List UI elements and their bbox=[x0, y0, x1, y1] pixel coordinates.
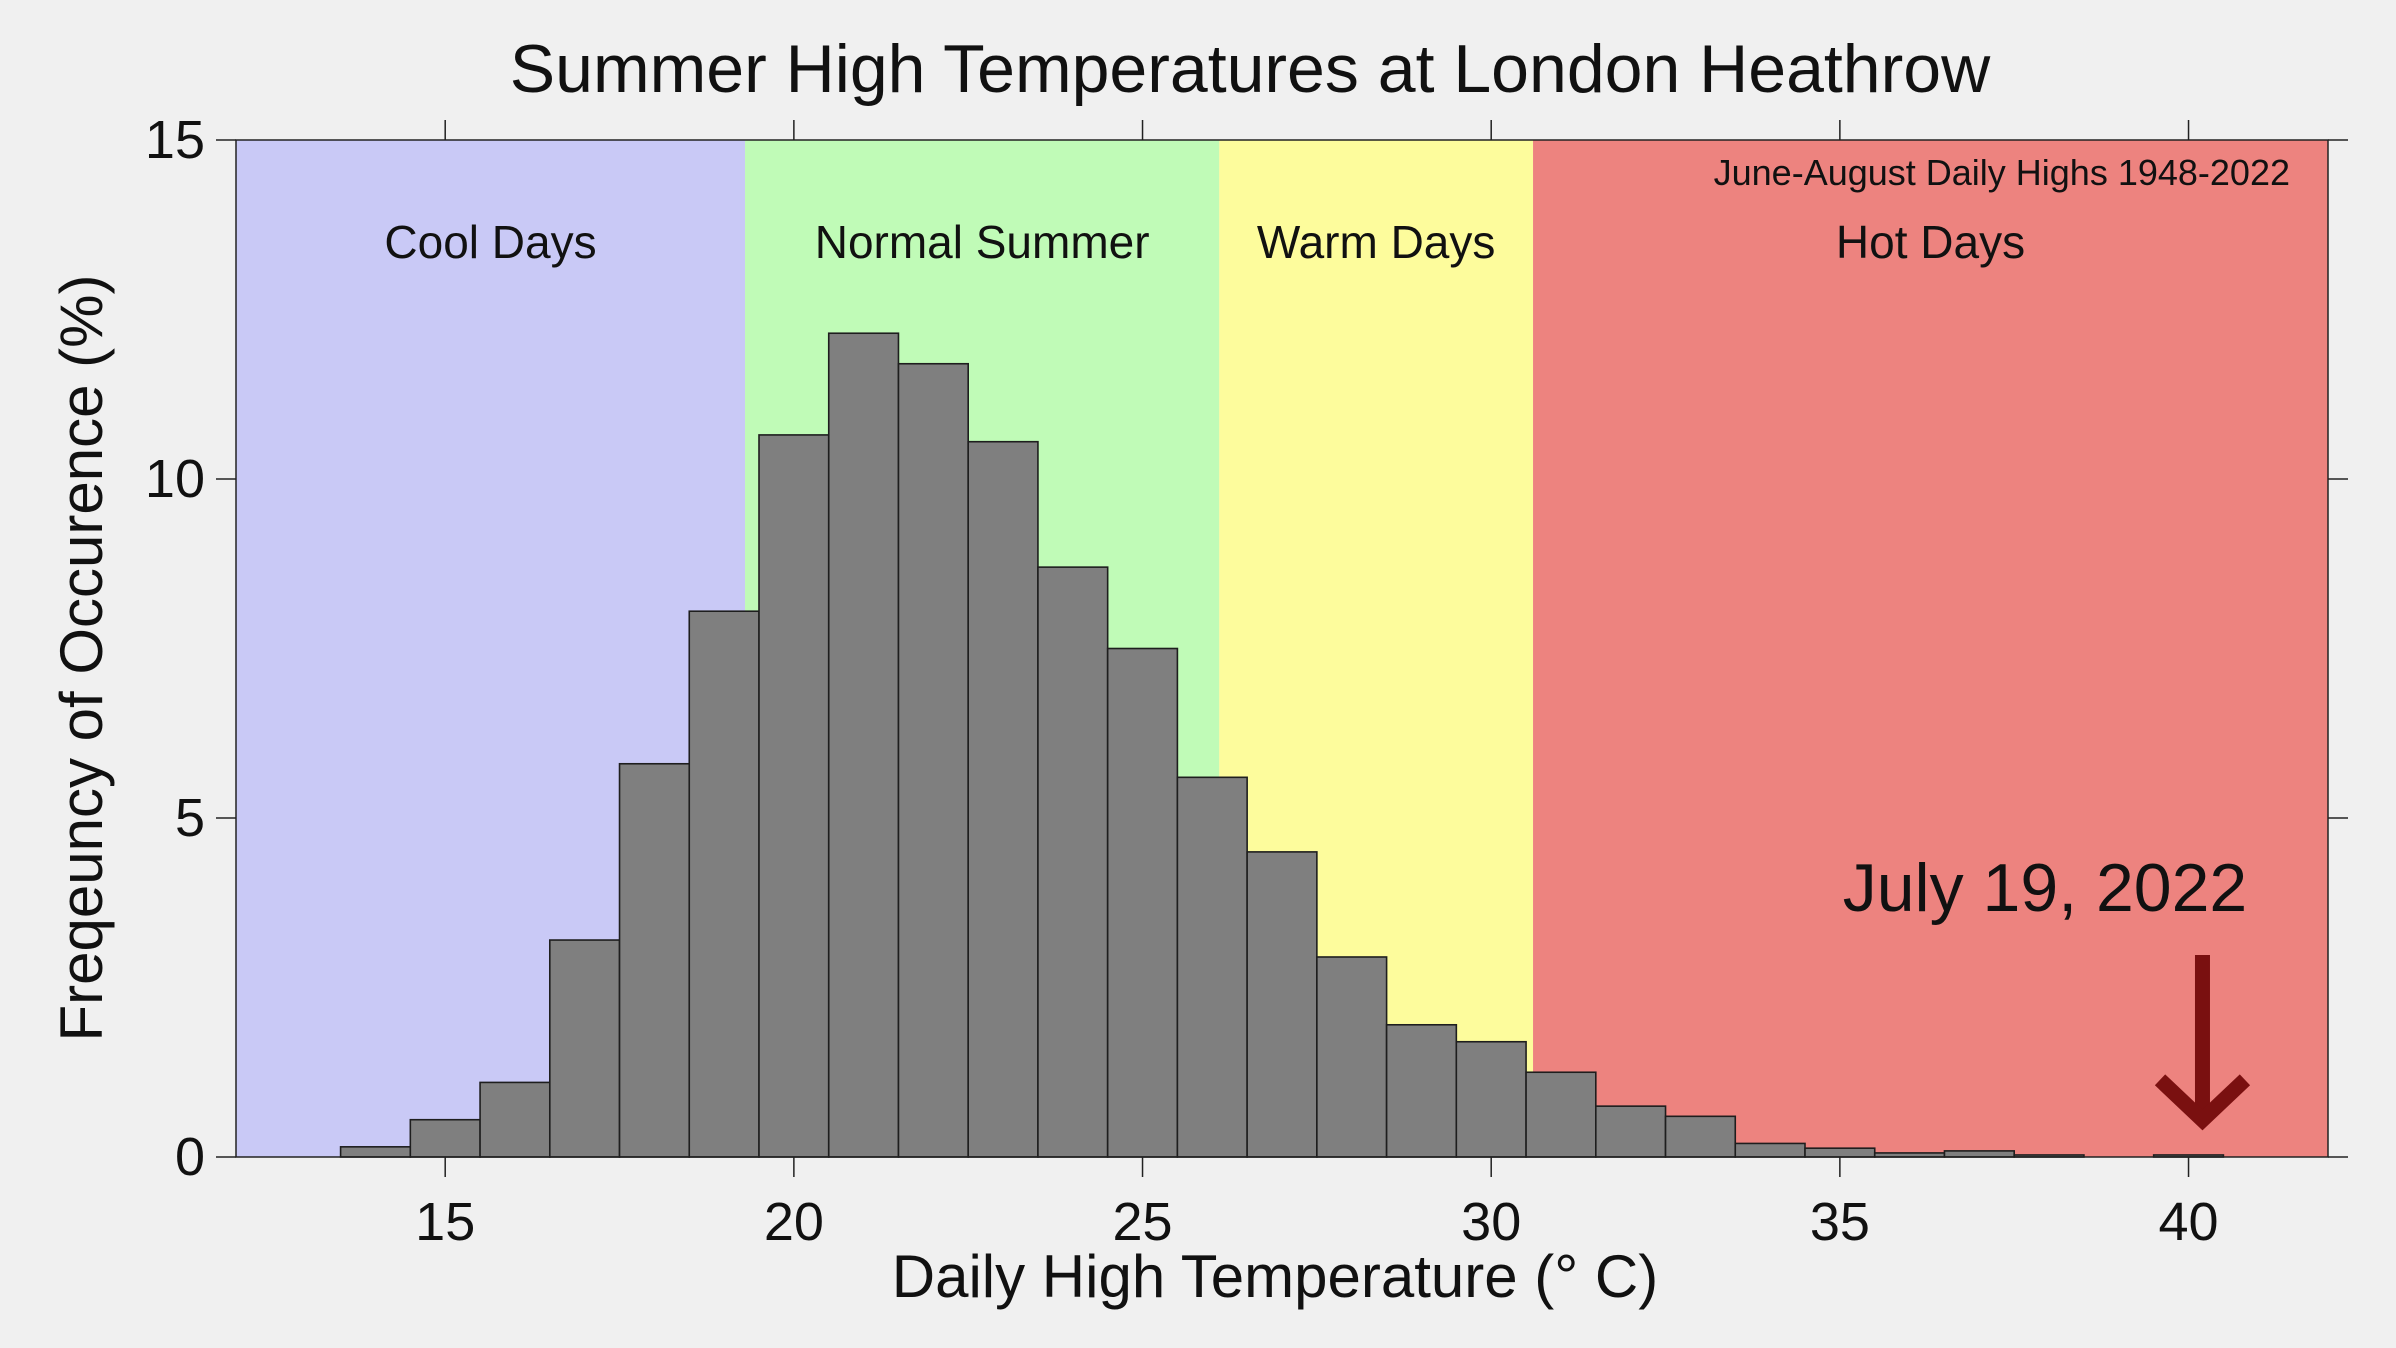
plot-frame bbox=[235, 139, 2329, 1158]
x-tick-label-30: 30 bbox=[1461, 1192, 1521, 1252]
bar-18 bbox=[618, 762, 691, 1158]
bar-27 bbox=[1246, 851, 1318, 1158]
bar-21 bbox=[827, 332, 900, 1158]
bar-33 bbox=[1664, 1115, 1737, 1158]
region-label-normal-summer: Normal Summer bbox=[815, 216, 1150, 268]
x-tick-label-25: 25 bbox=[1112, 1192, 1172, 1252]
bar-34 bbox=[1734, 1142, 1806, 1158]
bar-37 bbox=[1943, 1150, 2016, 1158]
histogram-bars bbox=[339, 332, 2225, 1158]
x-tick-label-40: 40 bbox=[2158, 1192, 2218, 1252]
annotation-label: July 19, 2022 bbox=[1843, 850, 2248, 926]
x-tick-label-20: 20 bbox=[764, 1192, 824, 1252]
region-label-hot-days: Hot Days bbox=[1836, 216, 2025, 268]
region-label-warm-days: Warm Days bbox=[1257, 216, 1496, 268]
bar-23 bbox=[967, 440, 1039, 1158]
y-tick-label-15: 15 bbox=[145, 110, 205, 170]
bar-16 bbox=[479, 1081, 551, 1158]
annotation-arrow bbox=[2154, 955, 2251, 1131]
y-tick-label-5: 5 bbox=[175, 788, 205, 848]
x-tick-label-35: 35 bbox=[1810, 1192, 1870, 1252]
chart-title: Summer High Temperatures at London Heath… bbox=[510, 31, 1991, 107]
bar-24 bbox=[1037, 566, 1109, 1158]
x-tick-label-15: 15 bbox=[415, 1192, 475, 1252]
bar-17 bbox=[548, 939, 621, 1158]
axis-ticks: 15 20 25 30 35 40 0 5 10 15 bbox=[145, 110, 2348, 1252]
x-axis-label: Daily High Temperature (° C) bbox=[892, 1243, 1658, 1310]
bar-30 bbox=[1455, 1040, 1527, 1158]
chart-subtitle: June-August Daily Highs 1948-2022 bbox=[1714, 152, 2290, 193]
bar-14 bbox=[339, 1146, 412, 1158]
bar-35 bbox=[1804, 1147, 1876, 1158]
bar-22 bbox=[897, 362, 970, 1158]
y-tick-label-0: 0 bbox=[175, 1127, 205, 1187]
bar-20 bbox=[758, 434, 830, 1158]
bar-26 bbox=[1176, 776, 1248, 1158]
bar-31 bbox=[1525, 1071, 1597, 1158]
y-tick-label-10: 10 bbox=[145, 449, 205, 509]
bar-28 bbox=[1316, 956, 1388, 1158]
y-axis-label: Freqeuncy of Occurence (%) bbox=[48, 275, 115, 1042]
bar-15 bbox=[409, 1118, 481, 1158]
arrow-head bbox=[2154, 1074, 2251, 1131]
bar-32 bbox=[1595, 1105, 1667, 1158]
bar-29 bbox=[1385, 1023, 1458, 1158]
region-label-cool-days: Cool Days bbox=[384, 216, 596, 268]
bar-25 bbox=[1106, 647, 1179, 1158]
bar-19 bbox=[688, 610, 760, 1158]
